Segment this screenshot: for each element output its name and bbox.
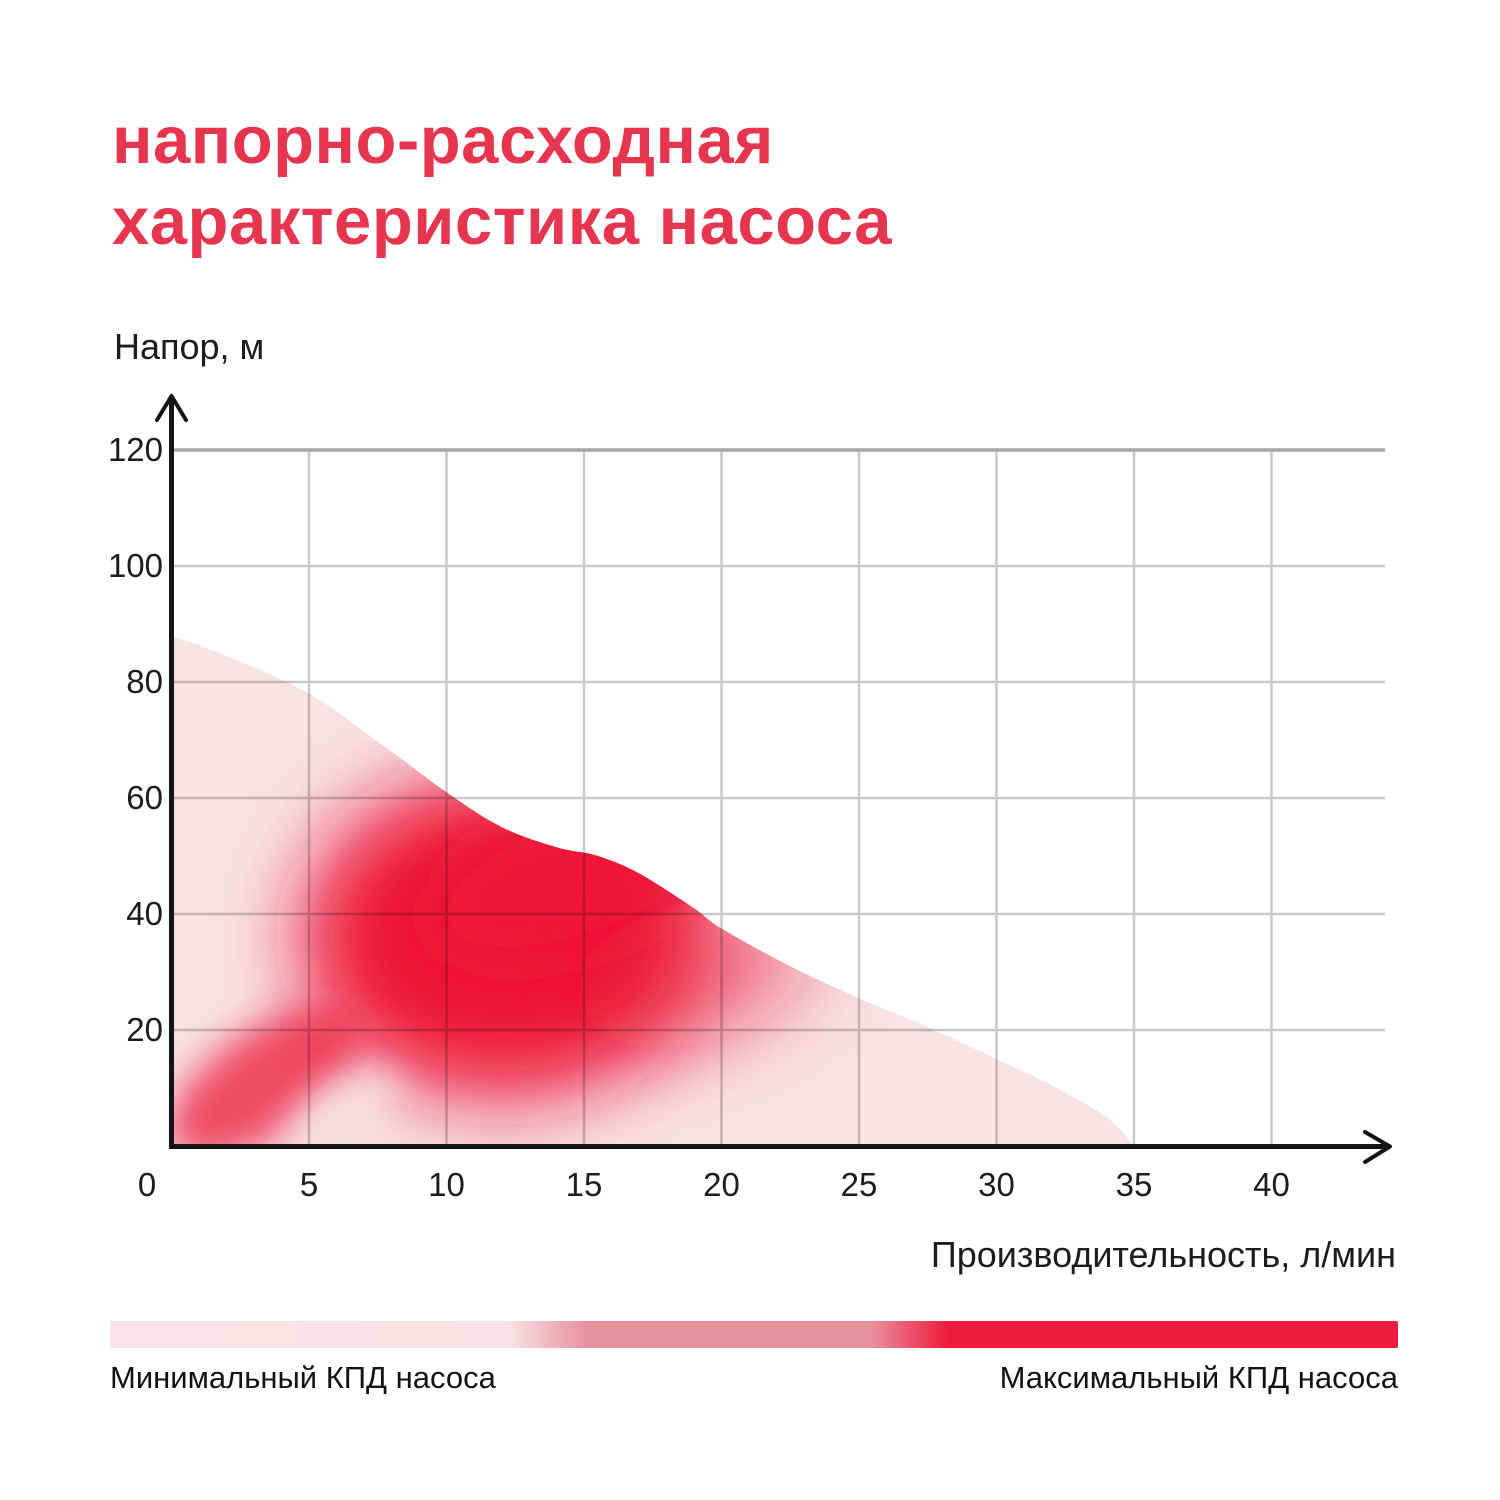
x-axis-arrow-icon — [1363, 1130, 1392, 1164]
x-tick-label: 10 — [428, 1166, 465, 1203]
y-tick-label: 20 — [126, 1011, 163, 1048]
efficiency-blob — [290, 1071, 400, 1146]
x-tick-label: 0 — [137, 1166, 157, 1203]
y-tick-label: 120 — [107, 431, 163, 468]
y-tick-label: 100 — [107, 547, 163, 584]
y-tick-label: 80 — [126, 663, 163, 700]
x-axis-title: Производительность, л/мин — [930, 1234, 1396, 1275]
efficiency-blob — [171, 1004, 363, 1146]
legend-min-label: Минимальный КПД насоса — [110, 1360, 496, 1395]
x-tick-label: 30 — [978, 1166, 1015, 1203]
y-axis-title: Напор, м — [114, 326, 265, 367]
chart-title-line2: характеристика насоса — [112, 184, 892, 259]
x-tick-label: 5 — [299, 1166, 319, 1203]
y-tick-label: 40 — [126, 895, 163, 932]
y-axis-arrow-icon — [155, 394, 188, 422]
y-tick-label: 60 — [126, 779, 163, 816]
axes — [155, 394, 1392, 1164]
x-tick-label: 15 — [565, 1166, 603, 1203]
chart-title-line1: напорно-расходная — [112, 103, 774, 178]
efficiency-gradient-bar — [110, 1321, 1398, 1348]
x-tick-label: 20 — [703, 1166, 740, 1203]
gridlines — [171, 448, 1385, 1146]
x-tick-label: 40 — [1253, 1166, 1290, 1203]
legend-max-label: Максимальный КПД насоса — [999, 1360, 1398, 1395]
efficiency-area — [171, 635, 1134, 1146]
x-tick-label: 35 — [1115, 1166, 1153, 1203]
x-tick-label: 25 — [840, 1166, 878, 1203]
chart-title: напорно-расходная характеристика насоса — [112, 100, 892, 262]
